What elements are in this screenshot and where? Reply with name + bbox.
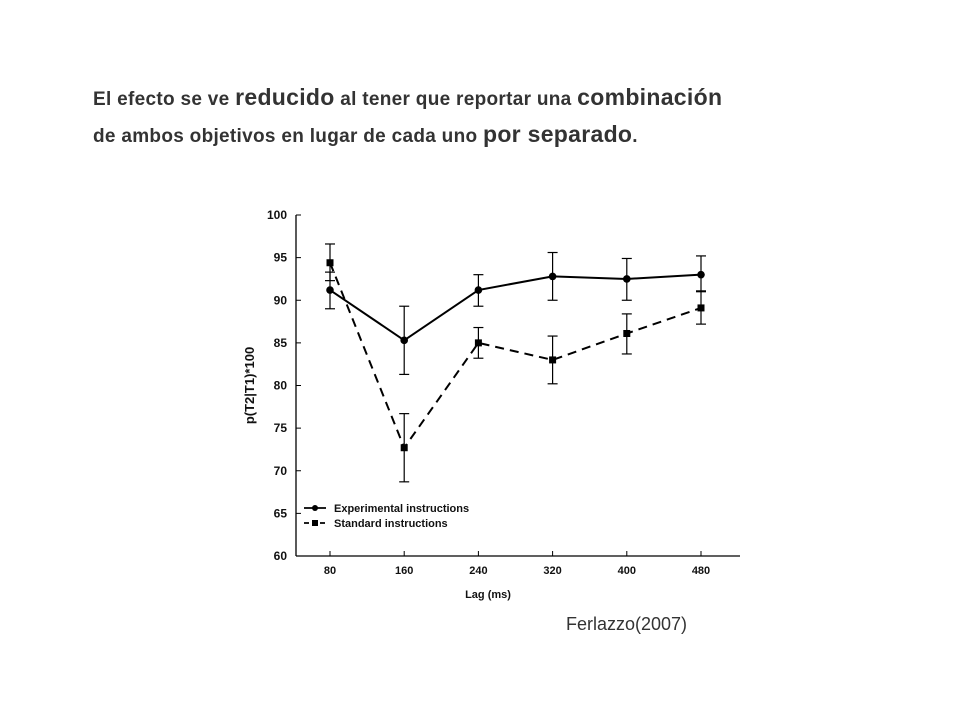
x-tick-label: 80: [324, 565, 336, 577]
series-2-point: [623, 329, 631, 337]
series-1-point: [623, 275, 631, 283]
series-1-line: [329, 273, 702, 342]
headline-text: de ambos objetivos en lugar de cada uno: [93, 126, 483, 147]
y-tick-label: 75: [274, 421, 288, 435]
headline-emphasis: por separado: [482, 121, 633, 147]
y-tick-label: 65: [274, 506, 288, 520]
headline: El efecto se ve reducido al tener que re…: [93, 80, 913, 154]
series-2-point: [474, 339, 482, 347]
legend-label: Standard instructions: [334, 518, 448, 530]
x-tick-label: 480: [692, 565, 710, 577]
x-tick-label: 400: [618, 565, 636, 577]
y-tick-label: 95: [274, 251, 288, 265]
series-2-point: [549, 356, 557, 364]
source-citation: Ferlazzo(2007): [566, 614, 688, 634]
y-tick-label: 80: [274, 379, 288, 393]
line-chart: 60 65 70 75 80 85 90 95 100 80 160 240 320 400 480 Lag …: [232, 196, 744, 610]
x-axis-title: Lag (ms): [465, 589, 511, 601]
legend-marker: [312, 505, 318, 511]
series-2-point: [400, 444, 408, 452]
y-tick-label: 90: [274, 293, 288, 307]
headline-line-1: El efecto se ve reducido al tener que re…: [93, 80, 913, 117]
y-tick-label: 60: [274, 549, 288, 563]
headline-text: al tener que reportar una: [334, 89, 578, 110]
headline-emphasis: combinación: [577, 84, 723, 110]
y-tick-label: 100: [267, 208, 287, 222]
series-1-point: [697, 270, 705, 279]
series-1-point: [400, 336, 408, 345]
series-2-point: [697, 304, 705, 312]
x-tick-label: 240: [469, 565, 487, 577]
headline-emphasis: reducido: [235, 84, 335, 110]
x-tick-label: 160: [395, 565, 413, 577]
headline-text: .: [632, 126, 638, 147]
series-1-point: [326, 286, 334, 294]
legend-marker: [312, 520, 318, 526]
y-tick-label: 70: [274, 464, 288, 478]
x-tick-label: 320: [543, 565, 561, 577]
y-axis-title: p(T2|T1)*100: [242, 347, 257, 424]
headline-line-2: de ambos objetivos en lugar de cada uno …: [93, 117, 913, 154]
y-tick-label: 85: [274, 336, 288, 350]
legend-label: Experimental instructions: [334, 503, 469, 515]
chart-svg: 60 65 70 75 80 85 90 95 100 80 160 240 320 400 480 Lag …: [242, 208, 740, 601]
series-2-point: [326, 259, 334, 267]
series-2-line: [329, 262, 702, 450]
series-1-point: [474, 286, 483, 294]
series-1-point: [548, 272, 557, 281]
headline-text: El efecto se ve: [93, 89, 236, 110]
